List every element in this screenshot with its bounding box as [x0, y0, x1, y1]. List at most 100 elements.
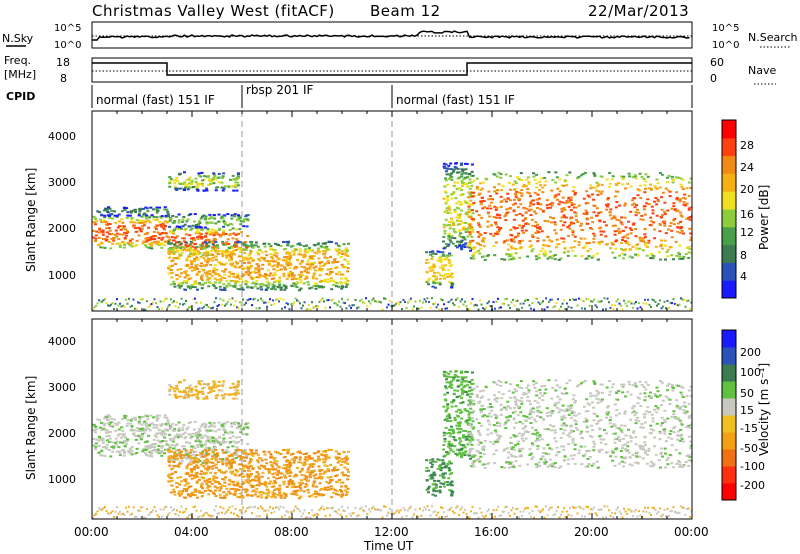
velocity-cell: [183, 456, 187, 459]
power-cell: [155, 224, 159, 227]
power-cell: [129, 221, 133, 224]
frequency-panel: Freq. [MHz] 18 8 60 0 Nave: [4, 54, 776, 85]
power-cell: [221, 175, 225, 178]
velocity-cell: [168, 464, 172, 467]
power-cell: [144, 221, 148, 224]
velocity-cell: [120, 513, 123, 516]
velocity-cell: [185, 457, 189, 460]
power-cell: [227, 185, 231, 188]
power-cell: [202, 245, 206, 248]
power-cell: [608, 214, 612, 217]
velocity-cell: [210, 388, 214, 391]
power-cell: [212, 269, 216, 272]
power-cell: [608, 185, 612, 188]
power-cell: [168, 176, 172, 179]
velocity-cell: [234, 508, 237, 511]
freq-tick-high: 18: [56, 56, 70, 69]
velocity-cell: [186, 396, 190, 399]
power-cell: [264, 289, 268, 292]
velocity-cell: [189, 493, 193, 496]
velocity-cell: [425, 508, 427, 511]
power-cell: [103, 238, 107, 241]
velocity-cell: [169, 386, 173, 389]
velocity-cell: [579, 506, 582, 509]
power-cell: [114, 221, 118, 224]
velocity-cell: [187, 463, 191, 466]
power-cell: [222, 172, 226, 175]
power-cell: [592, 241, 596, 244]
velocity-cell: [498, 514, 501, 517]
power-cell: [586, 257, 590, 260]
power-cell: [450, 298, 453, 301]
velocity-cell: [533, 516, 535, 519]
power-cell: [560, 210, 564, 213]
power-cell: [282, 241, 286, 244]
power-cell: [123, 231, 127, 234]
power-cell: [217, 176, 221, 179]
velocity-cell: [191, 445, 195, 448]
power-cell: [511, 183, 515, 186]
power-cell: [529, 244, 533, 247]
power-cell: [236, 233, 240, 236]
power-cell: [442, 165, 446, 168]
power-cell: [442, 235, 446, 238]
power-cell: [651, 254, 655, 257]
power-cell: [246, 285, 250, 288]
velocity-cell: [248, 506, 250, 509]
power-cell: [211, 246, 215, 249]
velocity-cell: [322, 458, 326, 461]
velocity-cell: [221, 384, 225, 387]
velocity-cell: [236, 392, 240, 395]
power-cell: [475, 241, 479, 244]
velocity-cell: [214, 397, 218, 400]
power-cell: [350, 306, 352, 309]
power-cell: [453, 181, 457, 184]
power-cell: [564, 202, 568, 205]
power-cell: [640, 214, 644, 217]
power-cell: [229, 280, 233, 283]
power-cell: [190, 265, 194, 268]
power-cell: [422, 301, 424, 304]
power-cell: [492, 301, 495, 304]
power-cell: [434, 286, 438, 289]
velocity-cell: [184, 441, 188, 444]
power-cell: [363, 301, 366, 304]
power-cell: [687, 207, 691, 210]
power-cell: [170, 271, 174, 274]
power-cell: [251, 277, 255, 280]
velocity-cell: [606, 505, 609, 508]
power-cell: [198, 251, 202, 254]
velocity-cell: [105, 415, 109, 418]
power-cell: [567, 205, 571, 208]
velocity-cell: [163, 428, 167, 431]
power-cell: [599, 233, 603, 236]
velocity-cell: [249, 506, 252, 509]
velocity-cell: [112, 447, 116, 450]
power-cell: [251, 304, 253, 307]
power-cell: [217, 213, 221, 216]
velocity-cell: [572, 506, 574, 509]
power-cell: [578, 297, 580, 300]
power-cell: [229, 258, 233, 261]
velocity-cell: [191, 453, 195, 456]
power-cell: [485, 306, 487, 309]
power-cell: [267, 301, 270, 304]
velocity-cell: [300, 515, 303, 518]
power-cell: [560, 237, 564, 240]
power-cell: [214, 240, 218, 243]
power-cell: [521, 224, 525, 227]
velocity-cell: [689, 515, 691, 518]
power-cell: [193, 257, 197, 260]
power-cell: [684, 305, 687, 308]
power-cell: [532, 175, 536, 178]
velocity-cell: [346, 468, 350, 471]
power-cell: [103, 246, 107, 249]
velocity-cell: [231, 455, 235, 458]
power-cell: [580, 222, 584, 225]
velocity-cell: [155, 432, 159, 435]
power-cell: [479, 299, 481, 302]
velocity-cell: [470, 510, 472, 513]
velocity-cell: [205, 397, 209, 400]
velocity-cell: [121, 433, 125, 436]
